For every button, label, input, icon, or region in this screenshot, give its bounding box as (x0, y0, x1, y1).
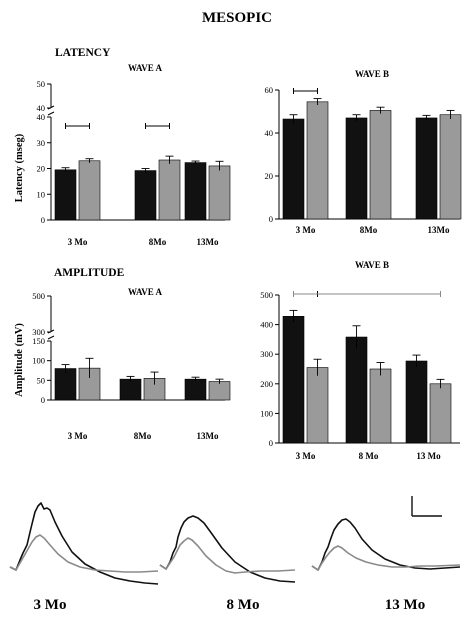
amplitude-section-label: AMPLITUDE (54, 267, 125, 279)
y-axis-label: Amplitude (mV) (14, 323, 25, 397)
bar (415, 117, 438, 220)
y-tick-label: 100 (260, 408, 273, 418)
scale-bar (411, 496, 442, 517)
chart-title: WAVE B (355, 69, 389, 79)
y-axis-label: Latency (mseg) (14, 133, 25, 202)
chart-title: WAVE B (355, 260, 389, 270)
y-tick-label: 300 (32, 327, 45, 337)
y-tick-label: 50 (37, 375, 46, 385)
bar (208, 165, 231, 221)
trace-3mo-light (9, 534, 159, 573)
y-tick-label: 60 (265, 85, 274, 95)
bar (282, 118, 305, 220)
bar (405, 360, 428, 444)
latency-wave-b-chart: WAVE B 0 20 40 60 3 Mo 8Mo 13Mo (265, 69, 462, 235)
axis-break-mark (47, 111, 55, 116)
category-label: 8Mo (360, 225, 378, 235)
y-tick-label: 500 (32, 291, 45, 301)
y-tick-label: 0 (41, 215, 45, 225)
bar (439, 114, 462, 220)
category-label: 3 Mo (68, 237, 88, 247)
y-tick-label: 400 (260, 320, 273, 330)
trace-13mo-light (311, 545, 461, 571)
bar (369, 110, 392, 220)
y-tick-label: 40 (37, 103, 46, 113)
y-tick-label: 50 (37, 79, 46, 89)
y-tick-label: 20 (37, 164, 46, 174)
category-label: 8Mo (134, 431, 152, 441)
erg-traces (9, 502, 461, 585)
bar (158, 159, 181, 221)
latency-section-label: LATENCY (55, 47, 111, 59)
bar (429, 383, 452, 444)
y-tick-label: 40 (37, 112, 46, 122)
bar (306, 367, 329, 444)
chart-title: WAVE A (128, 287, 163, 297)
bar (54, 169, 77, 221)
category-label: 3 Mo (296, 451, 316, 461)
trace-13mo-dark (311, 518, 461, 571)
bar (369, 368, 392, 444)
y-tick-label: 30 (37, 138, 46, 148)
category-label: 13Mo (428, 225, 450, 235)
category-label: 13Mo (197, 431, 219, 441)
trace-label-8mo: 8 Mo (227, 597, 260, 613)
bar (208, 381, 231, 401)
y-tick-label: 300 (260, 349, 273, 359)
amplitude-wave-b-chart: WAVE B 0 100 200 300 400 500 3 Mo 8 Mo 13 Mo (260, 260, 460, 461)
category-label: 13Mo (197, 237, 219, 247)
y-tick-label: 0 (41, 395, 45, 405)
y-tick-label: 150 (32, 336, 45, 346)
trace-8mo-light (159, 537, 296, 574)
y-tick-label: 200 (260, 379, 273, 389)
bar (184, 378, 207, 401)
category-label: 8Mo (149, 237, 167, 247)
category-label: 13 Mo (416, 451, 441, 461)
y-tick-label: 40 (265, 128, 274, 138)
category-label: 3 Mo (68, 431, 88, 441)
bar (54, 368, 77, 401)
y-tick-label: 500 (260, 290, 273, 300)
y-tick-label: 0 (269, 214, 273, 224)
bar (306, 101, 329, 220)
bar (345, 117, 368, 220)
bar (345, 336, 368, 444)
bar (119, 378, 142, 401)
y-tick-label: 10 (37, 189, 46, 199)
chart-title: WAVE A (128, 63, 163, 73)
trace-3mo-dark (9, 502, 159, 585)
category-label: 3 Mo (296, 225, 316, 235)
y-tick-label: 0 (269, 438, 273, 448)
bar (78, 160, 101, 221)
category-label: 8 Mo (359, 451, 379, 461)
axis-break-mark (47, 335, 55, 340)
figure-title: MESOPIC (202, 10, 272, 26)
trace-label-13mo: 13 Mo (385, 597, 425, 613)
bar (134, 170, 157, 221)
y-tick-label: 100 (32, 356, 45, 366)
trace-label-3mo: 3 Mo (34, 597, 67, 613)
bar (184, 162, 207, 221)
bar (282, 316, 305, 444)
y-tick-label: 20 (265, 171, 274, 181)
